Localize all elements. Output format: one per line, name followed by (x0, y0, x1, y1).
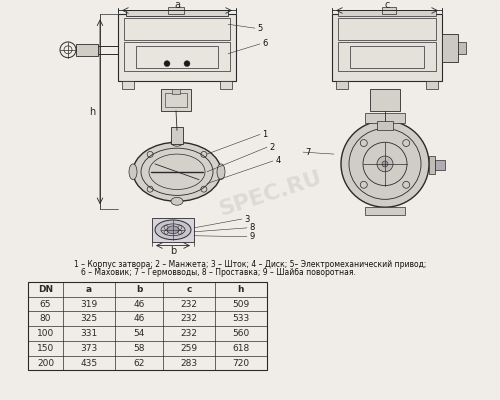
Bar (152, 218, 194, 242)
Bar (442, 34, 458, 62)
Text: 232: 232 (180, 314, 198, 323)
Text: 373: 373 (80, 344, 98, 353)
Bar (350, 46, 424, 68)
Circle shape (164, 61, 170, 66)
Text: 100: 100 (37, 329, 54, 338)
Text: 150: 150 (37, 344, 54, 353)
Circle shape (341, 121, 429, 207)
Text: h: h (89, 107, 95, 117)
Text: b: b (170, 246, 176, 256)
Text: SPEC.RU: SPEC.RU (216, 167, 324, 220)
Bar (426, 81, 438, 89)
Text: 46: 46 (134, 314, 144, 323)
Ellipse shape (155, 220, 191, 240)
Bar (458, 42, 466, 54)
Text: 3: 3 (244, 214, 250, 224)
Bar (168, 6, 184, 14)
Bar (365, 207, 405, 215)
Bar (161, 89, 191, 111)
Bar (165, 93, 187, 107)
Text: 319: 319 (80, 300, 98, 308)
Bar (220, 81, 232, 89)
Text: 325: 325 (80, 314, 98, 323)
Text: 65: 65 (40, 300, 52, 308)
Ellipse shape (129, 164, 137, 180)
Bar (336, 81, 348, 89)
Bar (370, 89, 400, 111)
Text: 46: 46 (134, 300, 144, 308)
Text: 62: 62 (134, 359, 144, 368)
Text: 9: 9 (250, 232, 254, 241)
Text: 6: 6 (262, 40, 268, 48)
Bar (338, 42, 436, 72)
Text: 58: 58 (133, 344, 145, 353)
Text: 259: 259 (180, 344, 198, 353)
Bar (429, 156, 435, 174)
Bar (171, 126, 183, 144)
Bar (28, 282, 267, 370)
Circle shape (184, 61, 190, 66)
Text: 8: 8 (250, 223, 254, 232)
Circle shape (377, 156, 393, 172)
Ellipse shape (167, 226, 179, 234)
Bar (338, 18, 436, 40)
Text: DN: DN (38, 285, 53, 294)
Text: 618: 618 (232, 344, 250, 353)
Bar (332, 14, 442, 81)
Bar (338, 10, 436, 16)
Bar (126, 10, 228, 16)
Text: 200: 200 (37, 359, 54, 368)
Text: 232: 232 (180, 300, 198, 308)
Bar (124, 18, 230, 40)
Text: a: a (86, 285, 92, 294)
Circle shape (382, 161, 388, 167)
Ellipse shape (133, 142, 221, 201)
Text: a: a (174, 0, 180, 10)
Bar (382, 6, 396, 14)
Text: c: c (186, 285, 192, 294)
Bar (76, 44, 98, 56)
Text: 7: 7 (306, 148, 310, 157)
Text: c: c (384, 0, 390, 10)
Bar (365, 113, 405, 123)
Text: 80: 80 (40, 314, 52, 323)
Text: 4: 4 (276, 156, 280, 166)
Text: 560: 560 (232, 329, 250, 338)
Bar (172, 89, 180, 94)
Text: 509: 509 (232, 300, 250, 308)
Bar (136, 46, 218, 68)
Ellipse shape (171, 138, 183, 146)
Text: 5: 5 (258, 24, 262, 33)
Bar (124, 42, 230, 72)
Text: 1 – Корпус затвора; 2 – Манжета; 3 – Шток; 4 – Диск; 5– Электромеханический прив: 1 – Корпус затвора; 2 – Манжета; 3 – Што… (74, 260, 426, 269)
Text: 54: 54 (134, 329, 144, 338)
Bar (118, 14, 236, 81)
Text: 2: 2 (270, 143, 274, 152)
Text: 533: 533 (232, 314, 250, 323)
Bar (435, 160, 445, 170)
Ellipse shape (217, 164, 225, 180)
Bar (122, 81, 134, 89)
Text: 1: 1 (262, 130, 268, 139)
Text: 232: 232 (180, 329, 198, 338)
Text: 331: 331 (80, 329, 98, 338)
Text: 435: 435 (80, 359, 98, 368)
Text: 720: 720 (232, 359, 250, 368)
Ellipse shape (171, 197, 183, 205)
Text: 283: 283 (180, 359, 198, 368)
Bar (377, 121, 393, 130)
Text: b: b (136, 285, 142, 294)
Text: 6 – Маховик; 7 – Гермовводы, 8 – Проставка; 9 – Шайба поворотная.: 6 – Маховик; 7 – Гермовводы, 8 – Простав… (80, 268, 355, 277)
Text: h: h (238, 285, 244, 294)
